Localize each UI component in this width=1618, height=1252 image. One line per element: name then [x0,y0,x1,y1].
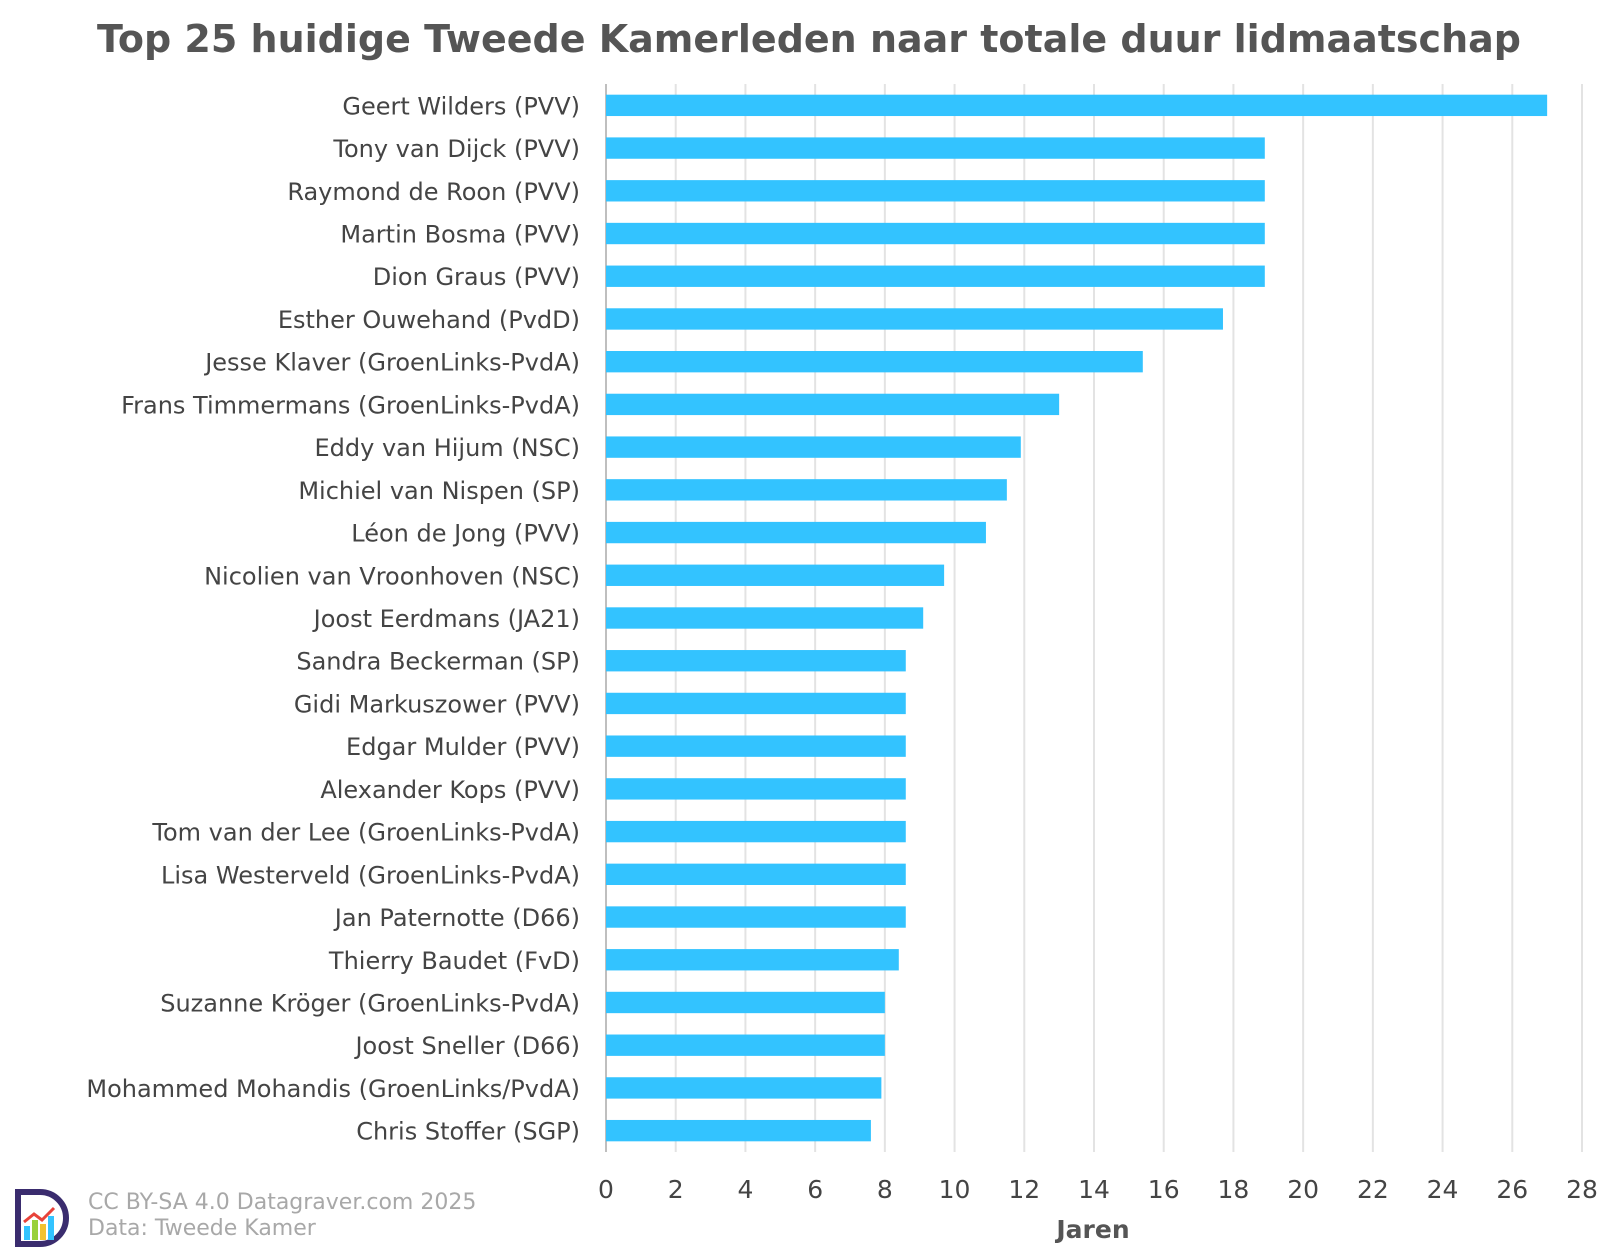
category-label: Dion Graus (PVV) [373,263,580,291]
x-tick-label: 16 [1148,1175,1180,1204]
x-tick-label: 2 [668,1175,684,1204]
bar [606,479,1007,501]
category-label: Chris Stoffer (SGP) [356,1118,580,1146]
bar [606,94,1548,117]
x-tick-label: 4 [737,1175,753,1204]
x-axis-title: Jaren [1054,1215,1129,1244]
category-labels: Geert Wilders (PVV) Tony van Dijck (PVV) R… [86,92,580,1145]
category-label: Martin Bosma (PVV) [340,221,580,249]
bar [606,650,906,672]
bar [606,991,885,1014]
x-tick-label: 28 [1566,1175,1598,1204]
x-tick-label: 18 [1218,1175,1250,1204]
x-tick-label: 24 [1427,1175,1459,1204]
credit-text: CC BY-SA 4.0 Datagraver.com 2025 Data: T… [88,1190,476,1242]
bar [606,137,1265,159]
bar [606,949,899,971]
bar [606,521,986,544]
category-label: Frans Timmermans (GroenLinks-PvdA) [121,391,580,419]
category-label: Geert Wilders (PVV) [342,92,580,120]
x-tick-label: 6 [807,1175,823,1204]
category-label: Michiel van Nispen (SP) [298,477,580,505]
bar [606,393,1060,416]
bar [606,1119,871,1142]
bar [606,906,906,928]
category-label: Esther Ouwehand (PvdD) [278,306,580,334]
category-label: Gidi Markuszower (PVV) [294,690,580,718]
category-label: Mohammed Mohandis (GroenLinks/PvdA) [86,1075,580,1103]
category-label: Lisa Westerveld (GroenLinks-PvdA) [161,861,580,889]
bars [606,94,1548,1142]
category-label: Tom van der Lee (GroenLinks-PvdA) [151,819,580,847]
category-label: Joost Eerdmans (JA21) [312,605,580,633]
x-tick-label: 20 [1287,1175,1319,1204]
x-tick-label: 14 [1078,1175,1110,1204]
bar [606,1077,882,1099]
category-label: Nicolien van Vroonhoven (NSC) [204,562,580,590]
category-label: Léon de Jong (PVV) [351,520,580,548]
bar [606,308,1223,330]
chart-title: Top 25 huidige Tweede Kamerleden naar to… [97,17,1521,61]
x-tick-label: 22 [1357,1175,1389,1204]
bar [606,692,906,715]
bar [606,436,1021,458]
category-label: Suzanne Kröger (GroenLinks-PvdA) [160,989,580,1017]
category-label: Raymond de Roon (PVV) [287,178,580,206]
bar [606,1034,885,1056]
bar [606,564,945,586]
category-label: Alexander Kops (PVV) [320,776,580,804]
bar [606,863,906,885]
category-label: Joost Sneller (D66) [353,1032,580,1060]
x-tick-label: 0 [598,1175,614,1204]
bar [606,778,906,800]
category-label: Edgar Mulder (PVV) [346,733,580,761]
bar [606,735,906,757]
bar [606,180,1265,202]
bar [606,265,1265,287]
x-tick-label: 10 [939,1175,971,1204]
bar [606,222,1265,245]
bar [606,607,924,629]
category-label: Jan Paternotte (D66) [333,904,580,932]
bar [606,351,1143,373]
category-label: Thierry Baudet (FvD) [328,947,580,975]
datagraver-logo-icon [12,1188,70,1248]
x-tick-label: 26 [1496,1175,1528,1204]
x-tick-label: 12 [1008,1175,1040,1204]
bar [606,820,906,843]
source-text: Data: Tweede Kamer [88,1216,316,1241]
category-label: Sandra Beckerman (SP) [296,648,580,676]
category-label: Eddy van Hijum (NSC) [315,434,581,462]
category-label: Tony van Dijck (PVV) [332,135,580,163]
license-text: CC BY-SA 4.0 Datagraver.com 2025 [88,1190,477,1215]
x-tick-label: 8 [877,1175,893,1204]
category-label: Jesse Klaver (GroenLinks-PvdA) [203,349,580,377]
x-tick-labels: 0 2 4 6 8 10 12 14 16 18 20 22 24 26 28 [598,1175,1598,1204]
